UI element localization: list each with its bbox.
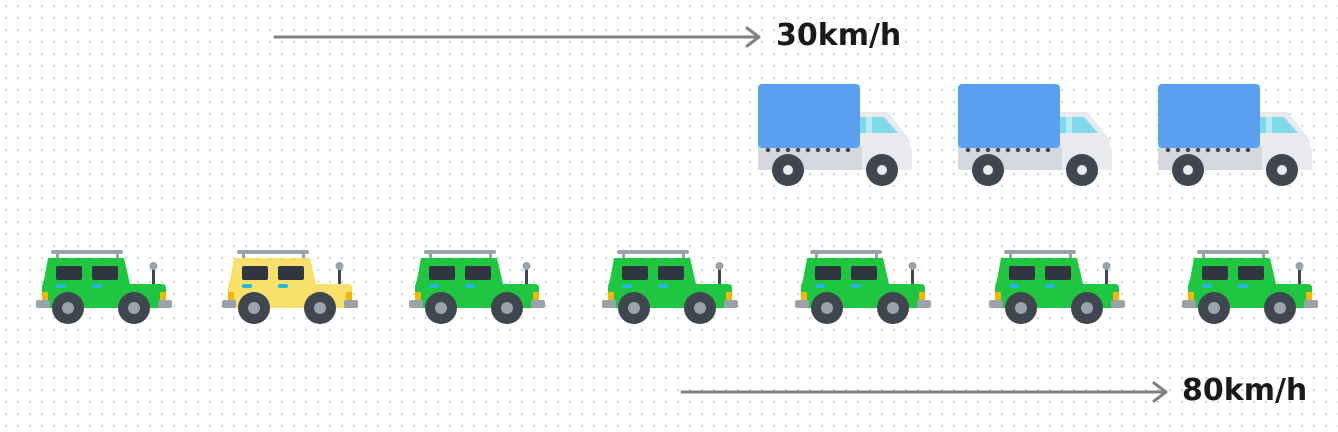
car-icon-green [989, 248, 1125, 326]
car-icon-green [36, 248, 172, 326]
car-speed-label: 80km/h [1182, 373, 1308, 408]
truck-icon [958, 84, 1112, 186]
car-icon-green [409, 248, 545, 326]
car-icon-green [795, 248, 931, 326]
truck-speed-label: 30km/h [776, 18, 902, 53]
car-speed-arrow [680, 381, 1168, 403]
car-icon-green [1182, 248, 1318, 326]
truck-icon [1158, 84, 1312, 186]
car-icon-yellow [222, 248, 358, 326]
truck-icon [758, 84, 912, 186]
truck-speed-arrow [273, 26, 761, 48]
car-icon-green [602, 248, 738, 326]
